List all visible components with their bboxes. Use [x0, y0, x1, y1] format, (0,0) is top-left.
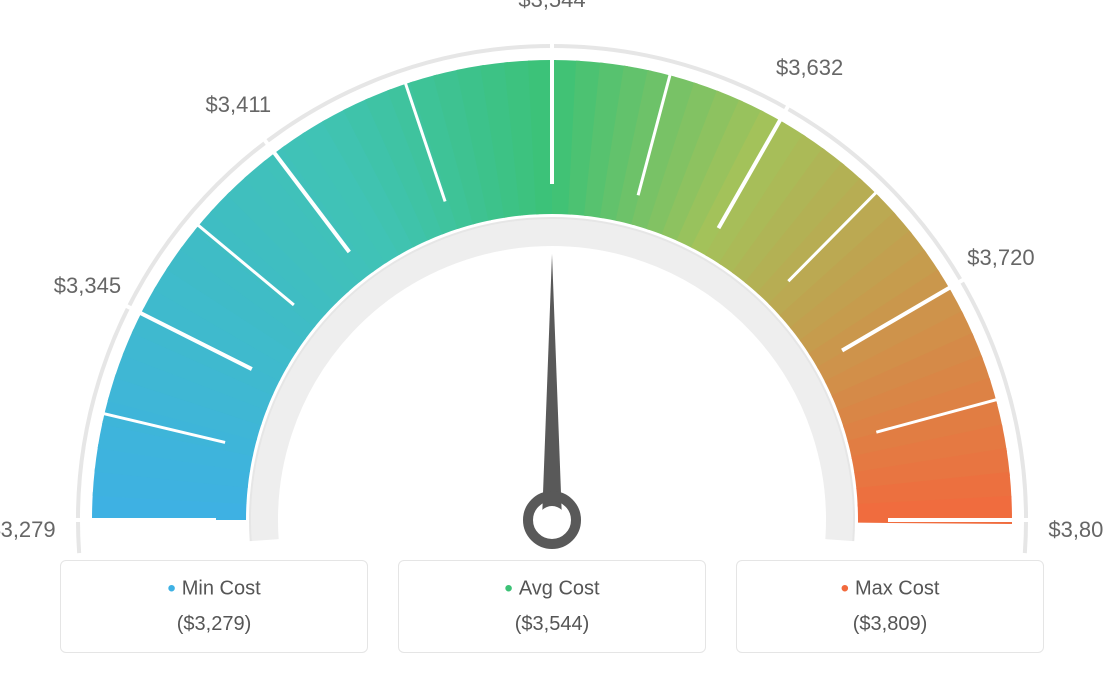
- legend-label-avg: Avg Cost: [519, 577, 600, 599]
- legend-value-max: ($3,809): [747, 613, 1033, 636]
- dot-icon: •: [841, 575, 849, 602]
- gauge-tick-label: $3,411: [206, 92, 272, 118]
- gauge-chart: $3,279 $3,345 $3,411 $3,544 $3,632 $3,720 $3,8…: [0, 0, 1104, 560]
- legend-card-max: • Max Cost ($3,809): [736, 560, 1044, 653]
- gauge-svg: [0, 0, 1104, 560]
- legend-value-min: ($3,279): [71, 613, 357, 636]
- gauge-tick-label: $3,544: [518, 0, 585, 13]
- gauge-tick-label: $3,345: [54, 273, 121, 299]
- legend-value-avg: ($3,544): [409, 613, 695, 636]
- legend-title-avg: • Avg Cost: [409, 575, 695, 603]
- gauge-tick-label: $3,632: [776, 55, 843, 81]
- gauge-tick-label: $3,279: [0, 517, 56, 543]
- gauge-tick-label: $3,809: [1048, 517, 1104, 543]
- legend-label-max: Max Cost: [855, 577, 939, 599]
- legend-label-min: Min Cost: [182, 577, 261, 599]
- legend-title-min: • Min Cost: [71, 575, 357, 603]
- gauge-tick-label: $3,720: [967, 245, 1034, 271]
- dot-icon: •: [167, 575, 175, 602]
- legend-card-avg: • Avg Cost ($3,544): [398, 560, 706, 653]
- legend-row: • Min Cost ($3,279) • Avg Cost ($3,544) • M…: [0, 560, 1104, 673]
- dot-icon: •: [504, 575, 512, 602]
- legend-title-max: • Max Cost: [747, 575, 1033, 603]
- legend-card-min: • Min Cost ($3,279): [60, 560, 368, 653]
